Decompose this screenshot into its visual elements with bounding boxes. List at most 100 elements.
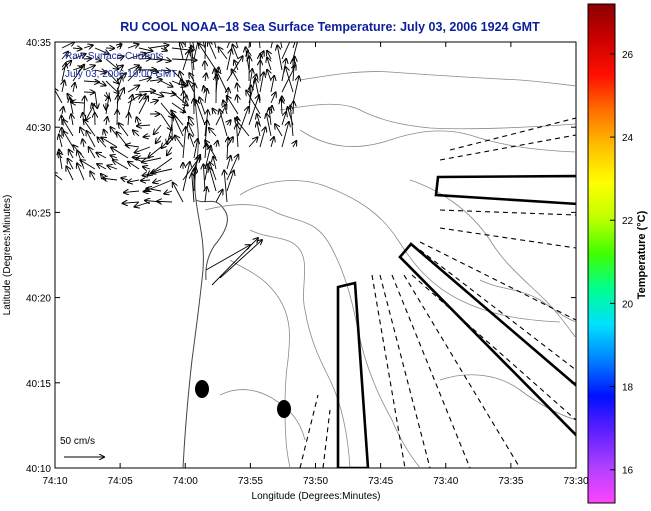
current-vector	[193, 42, 199, 60]
colorbar-tick-label: 24	[622, 133, 634, 144]
current-vector	[61, 42, 74, 49]
current-vector	[138, 58, 150, 59]
y-tick-label: 40:35	[26, 38, 51, 49]
current-vector	[205, 245, 250, 271]
current-vector	[160, 70, 170, 71]
current-vector	[61, 63, 66, 82]
current-vector	[135, 146, 151, 153]
colorbar-tick-label: 16	[622, 466, 634, 477]
current-vector	[202, 42, 206, 49]
current-vector	[94, 80, 106, 85]
current-vector	[123, 202, 140, 203]
current-vector	[141, 180, 151, 181]
current-vector	[94, 70, 106, 73]
scale-label: 50 cm/s	[60, 436, 95, 447]
coastline	[182, 42, 204, 468]
current-vector	[117, 44, 122, 48]
current-vector	[216, 141, 218, 148]
current-vector	[69, 150, 73, 159]
colorbar-ticks: 26 24 22 20 18 16	[610, 50, 634, 477]
current-vector	[293, 101, 294, 115]
y-tick-label: 40:20	[26, 294, 51, 305]
y-tick-label: 40:10	[26, 464, 51, 475]
wedge-left	[336, 281, 370, 468]
current-vector	[149, 45, 168, 48]
current-vector	[61, 52, 68, 60]
current-vector	[280, 42, 283, 49]
plot-area: Raw Surface Currents July 03, 2006 19:00…	[2, 38, 589, 502]
current-vector	[119, 123, 129, 137]
current-vector	[128, 113, 129, 126]
current-vector	[227, 156, 231, 170]
current-vector	[105, 58, 118, 69]
legend-line-2: July 03, 2006 19:00 GMT	[65, 69, 177, 80]
current-vector	[63, 120, 74, 137]
current-vector	[146, 179, 173, 191]
current-vector	[257, 122, 260, 137]
current-vector	[223, 100, 228, 115]
legend-line-1: Raw Surface Currents	[65, 51, 163, 62]
current-vector	[189, 73, 194, 82]
current-vector	[259, 42, 261, 49]
x-tick-label: 73:35	[498, 476, 523, 487]
current-vector	[218, 47, 228, 60]
current-vector	[148, 157, 173, 175]
station-dot-2	[277, 400, 291, 418]
current-vector	[97, 164, 107, 170]
current-vector	[80, 160, 96, 170]
current-vector	[237, 95, 238, 104]
current-vector	[281, 112, 286, 126]
colorbar-gradient	[587, 3, 616, 504]
current-vector	[106, 117, 107, 126]
current-vector	[161, 135, 173, 148]
current-vector	[237, 107, 248, 137]
current-vector	[237, 83, 238, 93]
current-vector	[73, 83, 75, 93]
y-tick-label: 40:15	[26, 379, 51, 390]
current-vector	[55, 172, 63, 181]
current-vector	[138, 78, 151, 81]
x-tick-label: 73:45	[368, 476, 393, 487]
current-vector	[219, 110, 228, 137]
current-vector	[86, 131, 96, 148]
y-axis: 40:35 40:30 40:25 40:20 40:15 40:10	[26, 38, 576, 475]
current-vector	[209, 168, 217, 192]
current-vector	[137, 125, 151, 126]
current-vector	[188, 81, 195, 93]
y-axis-label: Latitude (Degrees:Minutes)	[2, 195, 13, 316]
current-vector	[275, 124, 283, 137]
current-vector	[59, 135, 62, 148]
current-vector	[271, 137, 274, 148]
current-vector	[116, 65, 123, 70]
current-vector	[196, 100, 206, 126]
current-vector	[133, 130, 140, 137]
current-vector	[205, 140, 217, 159]
current-vector	[149, 80, 162, 81]
current-vector	[181, 80, 183, 93]
current-vector	[205, 144, 206, 159]
current-vector	[213, 109, 216, 114]
current-vector	[183, 127, 186, 159]
current-vector	[293, 42, 296, 49]
coastline-inlet	[195, 199, 228, 281]
current-vector	[62, 107, 63, 115]
current-vector	[259, 127, 265, 148]
current-vector	[59, 150, 62, 170]
colorbar-tick-label: 26	[622, 50, 634, 61]
current-vector	[270, 42, 273, 49]
current-vector	[182, 162, 190, 192]
station-dot-1	[195, 380, 209, 398]
current-vector	[281, 122, 289, 148]
current-vector	[167, 146, 173, 155]
current-vector	[144, 191, 151, 192]
current-vector	[89, 147, 96, 159]
current-vector	[138, 96, 148, 115]
wedge-top-right	[434, 174, 576, 206]
current-vector	[116, 56, 124, 59]
y-tick-label: 40:30	[26, 123, 51, 134]
current-vector	[255, 78, 261, 104]
x-tick-label: 73:55	[238, 476, 263, 487]
current-vector	[227, 120, 231, 125]
current-vector	[271, 76, 274, 93]
